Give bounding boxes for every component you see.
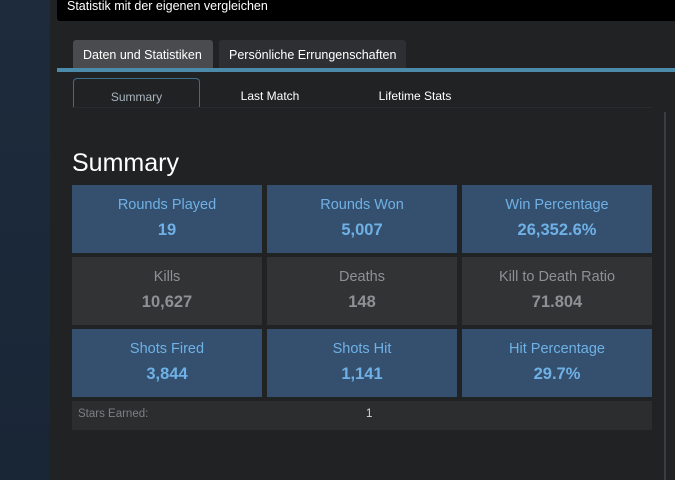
stat-win-percentage: Win Percentage 26,352.6% bbox=[462, 185, 652, 253]
subtab-label: Summary bbox=[110, 90, 163, 104]
stars-earned-row: Stars Earned: 1 bbox=[72, 401, 652, 430]
stat-label: Kill to Death Ratio bbox=[498, 269, 616, 285]
stat-label: Kills bbox=[153, 269, 181, 285]
stat-value: 5,007 bbox=[341, 221, 383, 239]
tab-underline bbox=[57, 68, 675, 72]
stat-value: 3,844 bbox=[146, 365, 188, 383]
stat-value: 26,352.6% bbox=[517, 221, 597, 239]
stars-earned-value: 1 bbox=[366, 408, 373, 420]
stat-label: Shots Hit bbox=[332, 341, 392, 357]
header-title: Statistik mit der eigenen vergleichen bbox=[67, 0, 268, 13]
stat-label: Rounds Won bbox=[320, 197, 404, 213]
stat-rounds-played: Rounds Played 19 bbox=[72, 185, 262, 253]
stat-label: Win Percentage bbox=[505, 197, 609, 213]
stat-shots-hit: Shots Hit 1,141 bbox=[267, 329, 457, 397]
stat-value: 10,627 bbox=[141, 293, 193, 311]
subtab-divider bbox=[72, 107, 652, 108]
stat-hit-percentage: Hit Percentage 29.7% bbox=[462, 329, 652, 397]
tab-persoenliche-errungenschaften[interactable]: Persönliche Errungenschaften bbox=[219, 40, 406, 70]
stat-kills: Kills 10,627 bbox=[72, 257, 262, 325]
subtab-last-match[interactable]: Last Match bbox=[220, 78, 320, 108]
stat-value: 148 bbox=[348, 293, 376, 311]
stat-label: Deaths bbox=[339, 269, 385, 285]
stat-value: 71.804 bbox=[531, 293, 583, 311]
tab-daten-und-statistiken[interactable]: Daten und Statistiken bbox=[73, 40, 213, 70]
stat-label: Shots Fired bbox=[129, 341, 205, 357]
tab-label: Persönliche Errungenschaften bbox=[229, 48, 397, 62]
subtab-label: Last Match bbox=[240, 89, 300, 103]
stat-deaths: Deaths 148 bbox=[267, 257, 457, 325]
tab-label: Daten und Statistiken bbox=[83, 48, 202, 62]
stat-label: Rounds Played bbox=[117, 197, 217, 213]
left-sidebar-strip bbox=[0, 0, 50, 480]
stat-value: 29.7% bbox=[533, 365, 581, 383]
stars-earned-label: Stars Earned: bbox=[78, 408, 149, 420]
stat-shots-fired: Shots Fired 3,844 bbox=[72, 329, 262, 397]
stat-label: Hit Percentage bbox=[509, 341, 605, 357]
stat-value: 1,141 bbox=[341, 365, 383, 383]
stat-kill-death-ratio: Kill to Death Ratio 71.804 bbox=[462, 257, 652, 325]
stat-value: 19 bbox=[157, 221, 177, 239]
subtab-summary[interactable]: Summary bbox=[73, 78, 200, 108]
header-bar: Statistik mit der eigenen vergleichen bbox=[57, 0, 675, 21]
stat-rounds-won: Rounds Won 5,007 bbox=[267, 185, 457, 253]
subtab-lifetime-stats[interactable]: Lifetime Stats bbox=[360, 78, 470, 108]
summary-title: Summary bbox=[72, 149, 179, 177]
panel-divider bbox=[664, 112, 666, 480]
subtab-label: Lifetime Stats bbox=[378, 89, 452, 103]
